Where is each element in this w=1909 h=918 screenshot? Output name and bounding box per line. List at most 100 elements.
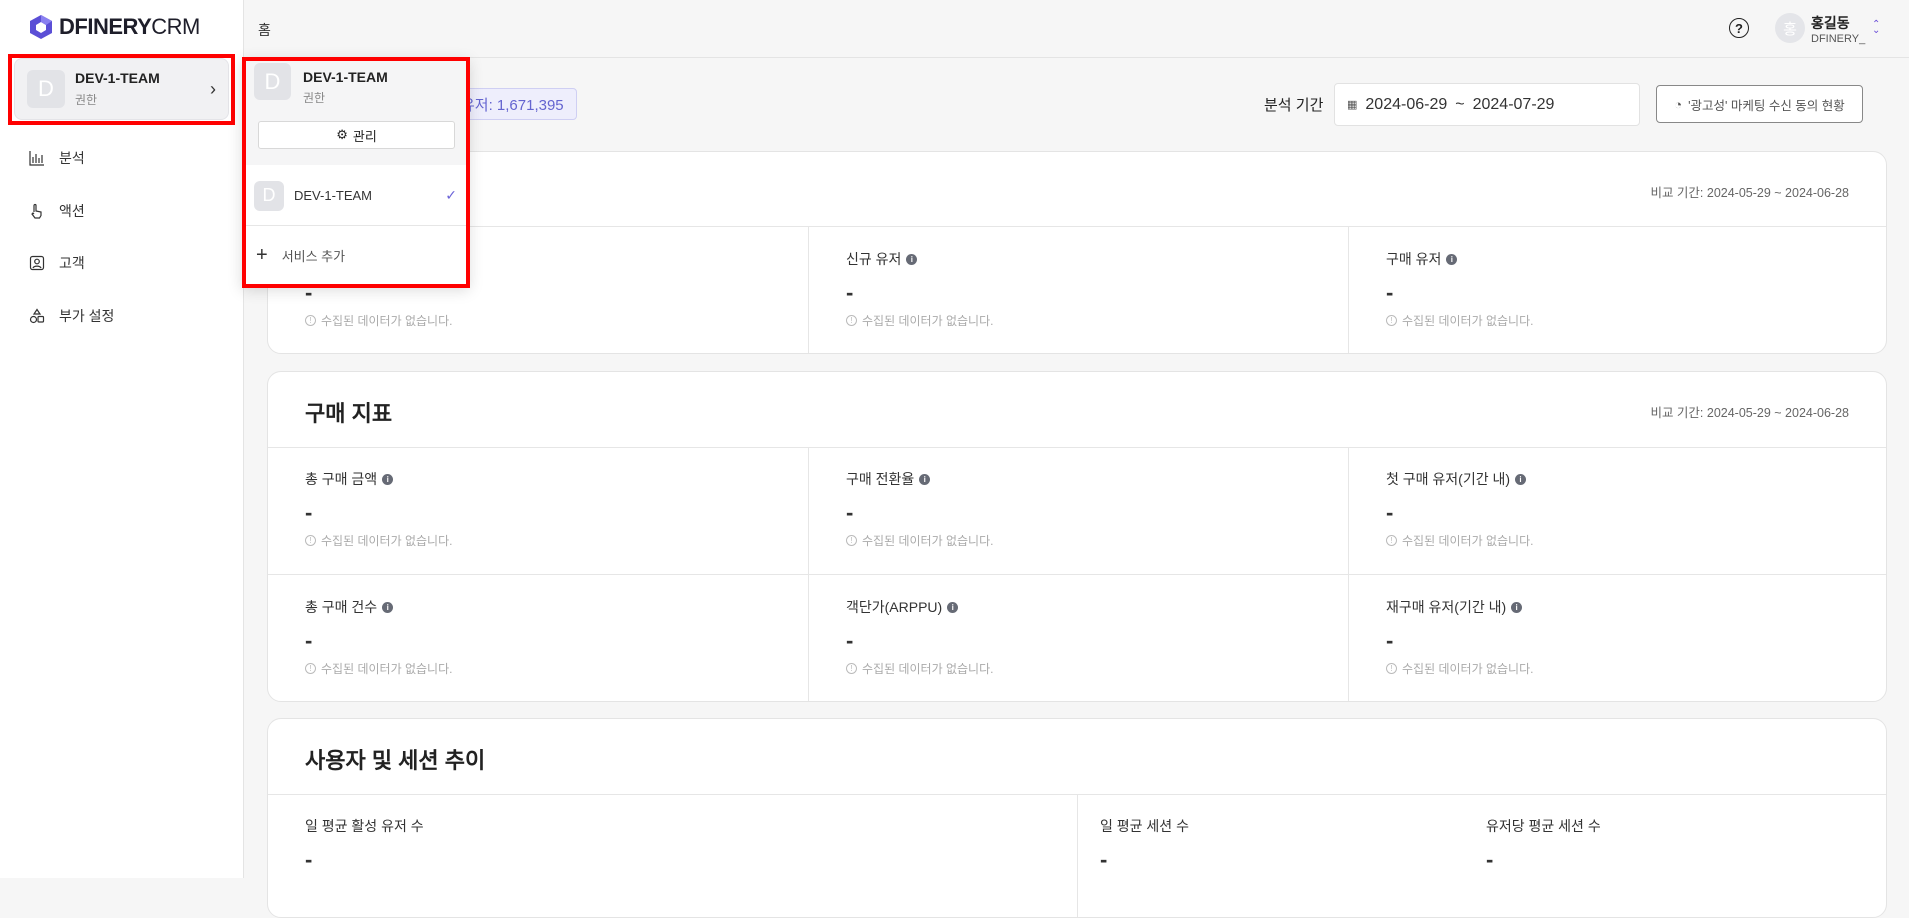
top-header: 홈 ? 홍 홍길동 DFINERY_ ⌃ ⌄: [244, 0, 1909, 58]
info-icon[interactable]: i: [382, 473, 394, 485]
shapes-icon: [29, 308, 45, 324]
logo[interactable]: DFINERYCRM: [29, 14, 200, 40]
metric-value: -: [305, 280, 313, 305]
sidebar-item-label: 액션: [59, 203, 85, 219]
chevron-updown-icon[interactable]: ⌃ ⌄: [1872, 19, 1881, 36]
gear-icon: ⚙: [336, 127, 348, 142]
team-role: 권한: [75, 93, 98, 107]
info-icon[interactable]: i: [382, 601, 394, 613]
manage-button[interactable]: ⚙ 관리: [258, 121, 455, 149]
no-data-note: 수집된 데이터가 없습니다.: [1402, 534, 1534, 548]
bar-chart-icon: [29, 151, 44, 166]
add-service-label: 서비스 추가: [281, 248, 346, 264]
metric: 첫 구매 유저(기간 내) i -! 수집된 데이터가 없습니다.: [1386, 470, 1533, 549]
sidebar: DFINERYCRM D DEV-1-TEAM 권한 › 분석 액션 고객 부가…: [0, 0, 244, 878]
metric: 재구매 유저(기간 내) i -! 수집된 데이터가 없습니다.: [1386, 598, 1533, 677]
date-separator: ~: [1455, 95, 1465, 113]
sidebar-item-analysis[interactable]: 분석: [29, 148, 85, 168]
metric-value: -: [1100, 847, 1108, 872]
pointer-hand-icon: [31, 203, 42, 219]
info-icon[interactable]: i: [919, 473, 931, 485]
metric-label: 총 구매 건수: [305, 599, 378, 615]
alert-circle-icon: !: [846, 535, 857, 546]
card-title: 구매 지표: [305, 401, 393, 426]
metric-value: -: [1486, 847, 1494, 872]
metric: 객단가(ARPPU) i -! 수집된 데이터가 없습니다.: [846, 598, 993, 677]
current-team-name: DEV-1-TEAM: [303, 69, 388, 85]
metric-value: -: [1386, 280, 1394, 305]
no-data-note: 수집된 데이터가 없습니다.: [321, 534, 453, 548]
team-switcher[interactable]: D DEV-1-TEAM 권한 ›: [14, 58, 229, 120]
no-data-note: 수집된 데이터가 없습니다.: [1402, 662, 1534, 676]
sidebar-item-label: 분석: [59, 150, 85, 166]
chevron-right-icon: ›: [210, 78, 216, 99]
metric-value: -: [846, 628, 854, 653]
current-team-role: 권한: [303, 91, 326, 105]
no-data-note: 수집된 데이터가 없습니다.: [1402, 314, 1534, 328]
user-org: DFINERY_: [1811, 33, 1866, 45]
metric-value: -: [305, 628, 313, 653]
marketing-consent-label: '광고성' 마케팅 수신 동의 현황: [1688, 98, 1845, 113]
sidebar-item-customer[interactable]: 고객: [29, 253, 85, 273]
alert-circle-icon: !: [305, 535, 316, 546]
metric: 일 평균 활성 유저 수 -: [305, 817, 424, 873]
user-avatar[interactable]: 홍: [1775, 13, 1805, 43]
metric-label: 재구매 유저(기간 내): [1386, 599, 1507, 615]
metric-label: 총 구매 금액: [305, 471, 378, 487]
marketing-consent-button[interactable]: ◔ '광고성' 마케팅 수신 동의 현황: [1656, 85, 1863, 123]
add-service-button[interactable]: + 서비스 추가: [256, 235, 345, 275]
team-avatar: D: [254, 63, 291, 100]
info-icon[interactable]: i: [906, 253, 918, 265]
session-trend-card: 사용자 및 세션 추이 일 평균 활성 유저 수 - 일 평균 세션 수 - 유…: [267, 718, 1887, 918]
no-data-note: 수집된 데이터가 없습니다.: [862, 534, 994, 548]
logo-brand: DFINERY: [59, 14, 152, 39]
metric-label: 일 평균 활성 유저 수: [305, 818, 424, 834]
metric-label: 구매 전환율: [846, 471, 915, 487]
compare-period: 비교 기간: 2024-05-29 ~ 2024-06-28: [1650, 186, 1849, 200]
card-title: 사용자 및 세션 추이: [305, 748, 486, 773]
manage-label: 관리: [352, 128, 377, 144]
compare-period: 비교 기간: 2024-05-29 ~ 2024-06-28: [1650, 406, 1849, 420]
metric: 총 구매 건수 i -! 수집된 데이터가 없습니다.: [305, 598, 452, 677]
calendar-icon: ▦: [1347, 99, 1358, 111]
logo-cube-icon: [30, 15, 52, 39]
metric: - ! 수집된 데이터가 없습니다.: [305, 250, 452, 329]
alert-circle-icon: !: [1386, 663, 1397, 674]
alert-circle-icon: !: [1386, 315, 1397, 326]
info-icon[interactable]: i: [947, 601, 959, 613]
metric-label: 일 평균 세션 수: [1100, 818, 1189, 834]
metric: 신규 유저 i - ! 수집된 데이터가 없습니다.: [846, 250, 993, 329]
check-icon: ✓: [445, 187, 457, 203]
sidebar-item-action[interactable]: 액션: [29, 201, 85, 221]
sidebar-item-settings[interactable]: 부가 설정: [29, 306, 114, 326]
metric-label: 객단가(ARPPU): [846, 599, 943, 615]
team-avatar: D: [27, 70, 65, 108]
date-end: 2024-07-29: [1472, 95, 1555, 113]
metric-value: -: [846, 280, 854, 305]
team-name: DEV-1-TEAM: [75, 70, 160, 86]
breadcrumb: 홈: [258, 22, 271, 38]
no-data-note: 수집된 데이터가 없습니다.: [321, 314, 453, 328]
info-icon[interactable]: i: [1515, 473, 1527, 485]
service-avatar: D: [254, 180, 284, 211]
info-icon[interactable]: i: [1446, 253, 1458, 265]
metric: 구매 전환율 i -! 수집된 데이터가 없습니다.: [846, 470, 993, 549]
logo-suffix: CRM: [151, 14, 200, 39]
help-icon[interactable]: ?: [1729, 18, 1749, 38]
service-item[interactable]: D DEV-1-TEAM ✓: [242, 165, 469, 226]
metric-value: -: [1386, 628, 1394, 653]
metric-value: -: [305, 847, 313, 872]
info-icon[interactable]: i: [1511, 601, 1523, 613]
date-start: 2024-06-29: [1365, 95, 1448, 113]
metric: 유저당 평균 세션 수 -: [1486, 817, 1601, 873]
plus-icon: +: [256, 243, 268, 266]
metric: 총 구매 금액 i -! 수집된 데이터가 없습니다.: [305, 470, 452, 549]
purchase-metrics-card: 구매 지표 비교 기간: 2024-05-29 ~ 2024-06-28 총 구…: [267, 371, 1887, 702]
date-range-picker[interactable]: ▦ 2024-06-29 ~ 2024-07-29: [1334, 83, 1640, 126]
user-name[interactable]: 홍길동: [1811, 15, 1850, 31]
metric-value: -: [305, 500, 313, 525]
metric-label: 신규 유저: [846, 251, 902, 267]
no-data-note: 수집된 데이터가 없습니다.: [862, 314, 994, 328]
logo-text: DFINERYCRM: [59, 14, 200, 40]
user-card-icon: [29, 255, 45, 271]
